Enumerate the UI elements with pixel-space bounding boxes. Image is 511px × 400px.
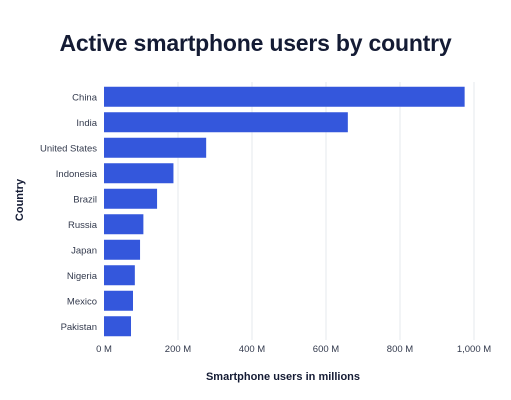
bar-indonesia bbox=[104, 163, 174, 184]
bar-china bbox=[104, 86, 465, 107]
category-label: Nigeria bbox=[67, 271, 98, 282]
y-axis-label: Country bbox=[14, 178, 26, 221]
x-tick-label: 0 M bbox=[96, 344, 112, 355]
bar-brazil bbox=[104, 188, 158, 209]
bar-pakistan bbox=[104, 316, 132, 337]
bar-united-states bbox=[104, 137, 207, 158]
bar-india bbox=[104, 112, 348, 133]
category-label: China bbox=[72, 92, 98, 103]
bar-nigeria bbox=[104, 265, 135, 286]
category-labels: China India United States Indonesia Brazil Ru… bbox=[40, 92, 98, 333]
x-tick-label: 400 M bbox=[239, 344, 265, 355]
x-tick-labels: 0 M 200 M 400 M 600 M 800 M 1,000 M bbox=[96, 344, 491, 355]
category-label: United States bbox=[40, 143, 97, 154]
category-label: Brazil bbox=[73, 194, 97, 205]
x-tick-label: 200 M bbox=[165, 344, 191, 355]
x-tick-label: 800 M bbox=[387, 344, 413, 355]
bars bbox=[104, 86, 465, 337]
bar-mexico bbox=[104, 290, 133, 311]
x-tick-label: 1,000 M bbox=[457, 344, 491, 355]
chart-title: Active smartphone users by country bbox=[59, 30, 452, 56]
category-label: India bbox=[76, 118, 97, 129]
category-label: Pakistan bbox=[61, 322, 97, 333]
bar-russia bbox=[104, 214, 144, 235]
category-label: Mexico bbox=[67, 296, 97, 307]
x-axis-label: Smartphone users in millions bbox=[206, 371, 360, 383]
bar-japan bbox=[104, 239, 141, 260]
x-tick-label: 600 M bbox=[313, 344, 339, 355]
category-label: Russia bbox=[68, 220, 98, 231]
category-label: Indonesia bbox=[56, 169, 98, 180]
category-label: Japan bbox=[71, 245, 97, 256]
